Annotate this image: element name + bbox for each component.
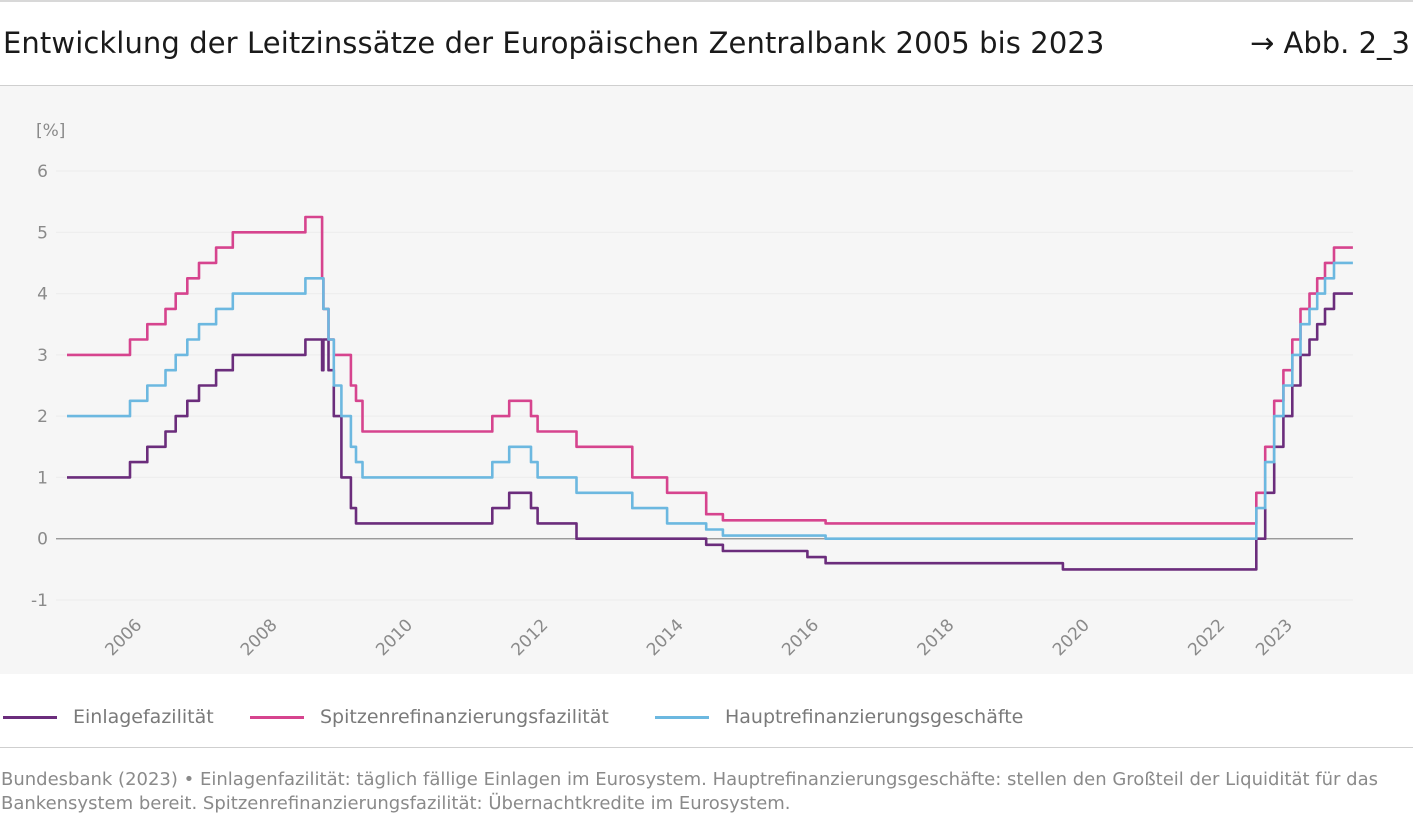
y-tick-label: -1 [31,591,48,611]
line-chart: [%] -1 0 1 2 3 4 5 6 2006 2008 2010 2012 2014 2016 2018… [31,121,1353,660]
y-tick-label: 3 [37,346,48,366]
series-line-einlagefazilitaet [67,292,1353,571]
figure-reference-link[interactable]: → Abb. 2_3 [1249,26,1410,60]
legend-label-spitzenrefinanzierungsfazilitaet: Spitzenrefinanzierungsfazilität [320,706,609,728]
y-tick-label: 4 [37,285,48,305]
figure-header: Entwicklung der Leitzinssätze der Europä… [0,2,1413,86]
x-tick-label: 2020 [1049,615,1094,660]
source-note: Bundesbank (2023) • Einlagenfazilität: t… [1,769,1378,814]
legend-item-hauptrefinanzierungsgeschaefte: Hauptrefinanzierungsgeschäfte [655,706,1023,728]
x-tick-label: 2022 [1184,615,1229,660]
x-tick-label: 2023 [1252,615,1297,660]
x-tick-label: 2012 [508,615,553,660]
y-tick-label: 5 [37,223,48,243]
legend-label-einlagefazilitaet: Einlagefazilität [73,706,214,728]
legend-swatch-hauptrefinanzierungsgeschaefte [655,715,709,719]
y-tick-label: 6 [37,162,48,182]
x-tick-label: 2006 [101,615,146,660]
legend-item-spitzenrefinanzierungsfazilitaet: Spitzenrefinanzierungsfazilität [250,706,609,728]
x-tick-label: 2016 [778,615,823,660]
y-tick-label: 2 [37,407,48,427]
plot-background [0,86,1413,674]
legend: Einlagefazilität Spitzenrefinanzierungsf… [0,686,1413,748]
series-line-hauptrefinanzierungsgeschaefte [67,261,1353,540]
top-rule [0,0,1413,2]
legend-swatch-einlagefazilitaet [3,715,57,719]
x-tick-label: 2018 [914,615,959,660]
x-tick-label: 2010 [372,615,417,660]
y-tick-label: 0 [37,530,48,550]
y-axis-unit-label: [%] [36,121,65,141]
x-tick-label: 2014 [643,615,688,660]
legend-swatch-spitzenrefinanzierungsfazilitaet [250,715,304,719]
x-tick-label: 2008 [237,615,282,660]
y-tick-label: 1 [37,468,48,488]
legend-label-hauptrefinanzierungsgeschaefte: Hauptrefinanzierungsgeschäfte [725,706,1024,728]
series-line-spitzenrefinanzierungsfazilitaet [67,215,1353,525]
chart-title: Entwicklung der Leitzinssätze der Europä… [3,26,1105,60]
legend-item-einlagefazilitaet: Einlagefazilität [3,706,214,728]
